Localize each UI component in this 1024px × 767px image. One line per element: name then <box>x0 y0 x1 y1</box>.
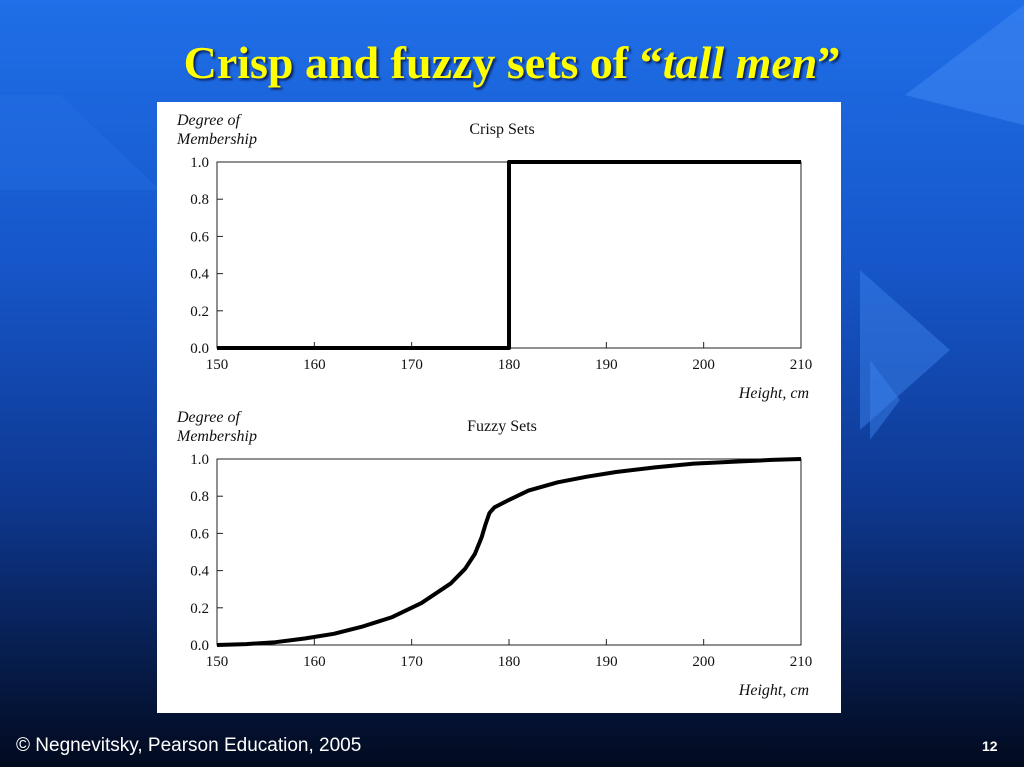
y-tick-label: 0.0 <box>190 638 209 654</box>
x-tick-label: 200 <box>692 357 715 373</box>
x-tick-label: 210 <box>790 357 813 373</box>
x-tick-label: 160 <box>303 654 326 670</box>
y-tick-label: 0.8 <box>190 192 209 208</box>
slide-title: Crisp and fuzzy sets of “tall men” <box>0 36 1024 89</box>
y-tick-label: 0.4 <box>190 267 209 283</box>
x-tick-label: 190 <box>595 357 618 373</box>
y-axis-label-line1: Degree of <box>176 409 242 426</box>
x-tick-label: 180 <box>498 654 521 670</box>
y-tick-label: 0.2 <box>190 601 209 617</box>
y-tick-label: 0.8 <box>190 489 209 505</box>
y-tick-label: 0.6 <box>190 526 209 542</box>
crisp-sets-chart: Degree of Membership Crisp Sets 0.0 0.2 0.4 0.… <box>176 112 812 402</box>
x-tick-label: 210 <box>790 654 813 670</box>
y-tick-label: 0.6 <box>190 229 209 245</box>
x-axis-label: Height, cm <box>738 385 809 402</box>
x-tick-label: 180 <box>498 357 521 373</box>
x-tick-label: 150 <box>206 654 229 670</box>
figure-panel: Degree of Membership Crisp Sets 0.0 0.2 0.4 0.… <box>157 102 841 713</box>
fuzzy-sets-chart: Degree of Membership Fuzzy Sets 0.0 0.2 0.4 0.… <box>176 409 812 699</box>
chart-title: Crisp Sets <box>469 121 534 138</box>
y-axis-label-line1: Degree of <box>176 112 242 129</box>
page-number: 12 <box>982 738 998 754</box>
x-tick-label: 160 <box>303 357 326 373</box>
membership-curve <box>216 457 802 647</box>
y-axis-label-line2: Membership <box>176 428 257 445</box>
y-tick-label: 0.2 <box>190 304 209 320</box>
x-tick-label: 170 <box>400 357 423 373</box>
y-axis-label-line2: Membership <box>176 131 257 148</box>
slide-title-emphasis: tall men <box>662 37 818 88</box>
slide-title-post: ” <box>817 37 841 88</box>
x-axis-label: Height, cm <box>738 682 809 699</box>
membership-curve <box>217 160 801 350</box>
footer-copyright: © Negnevitsky, Pearson Education, 2005 <box>16 735 362 756</box>
figure-svg: Degree of Membership Crisp Sets 0.0 0.2 0.4 0.… <box>176 112 812 699</box>
plot-frame <box>216 458 802 646</box>
x-tick-label: 190 <box>595 654 618 670</box>
y-tick-label: 1.0 <box>190 155 209 171</box>
chart-title: Fuzzy Sets <box>467 418 537 435</box>
slide-title-pre: Crisp and fuzzy sets of “ <box>183 37 663 88</box>
x-tick-label: 170 <box>400 654 423 670</box>
x-tick-label: 150 <box>206 357 229 373</box>
x-tick-label: 200 <box>692 654 715 670</box>
y-tick-label: 1.0 <box>190 452 209 468</box>
y-tick-label: 0.0 <box>190 341 209 357</box>
y-tick-label: 0.4 <box>190 564 209 580</box>
